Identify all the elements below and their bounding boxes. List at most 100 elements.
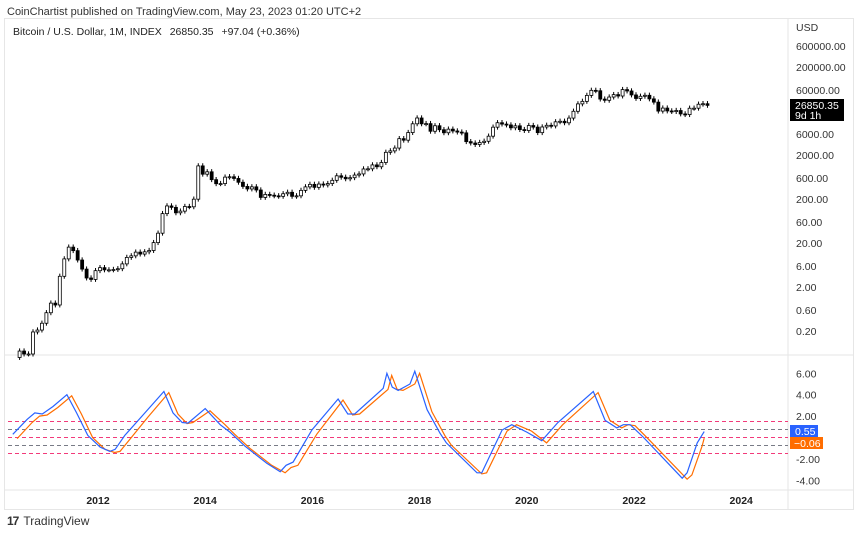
candle-body-up: [433, 125, 437, 132]
candle-body-up: [31, 331, 35, 355]
candle-body-down: [200, 165, 205, 175]
candle: [669, 108, 674, 115]
price-scale-label: 60.00: [796, 217, 822, 229]
last-price-badge: 26850.35 9d 1h: [790, 99, 844, 122]
blue-value-label: 0.55: [795, 426, 816, 438]
candle: [44, 310, 49, 326]
candle: [133, 249, 138, 259]
candle: [424, 120, 428, 127]
candle: [634, 92, 638, 101]
candle-body-down: [678, 110, 683, 115]
candle: [196, 163, 201, 202]
price-scale-label: 2000.00: [796, 150, 834, 162]
candle: [687, 105, 692, 118]
price-scale-label: 20.00: [796, 238, 822, 250]
candle-body-down: [651, 98, 656, 103]
candle: [343, 174, 348, 182]
candle: [455, 128, 460, 135]
candle: [576, 101, 580, 114]
candle: [308, 181, 312, 190]
candle-body-up: [696, 103, 701, 109]
price-scale-label: 0.60: [796, 305, 817, 317]
price-scale[interactable]: USD 600000.00 200000.00 60000.00 6000.00 200…: [796, 22, 846, 338]
tradingview-logo[interactable]: 17 TradingView: [7, 514, 89, 528]
time-axis[interactable]: 2012 2014 2016 2018 2020 2022 2024: [86, 495, 753, 507]
indicator-scale-label: -4.00: [796, 475, 820, 487]
candle: [401, 135, 406, 143]
candle-body-down: [53, 302, 58, 306]
candle-body-up: [571, 110, 576, 119]
time-axis-label: 2024: [730, 495, 754, 507]
candle-body-down: [464, 132, 469, 143]
candle: [98, 264, 102, 274]
tradingview-brand: TradingView: [23, 514, 90, 528]
candle-body-up: [147, 250, 152, 253]
candle: [53, 300, 58, 308]
candle-body-up: [495, 122, 500, 128]
candle-body-up: [111, 269, 116, 271]
candle: [258, 187, 263, 200]
candle: [129, 253, 134, 260]
candle-body-up: [370, 164, 375, 170]
candle-body-up: [107, 269, 111, 272]
candle-body-down: [647, 94, 652, 100]
candle-body-down: [254, 186, 259, 191]
candle: [93, 267, 98, 282]
candle-body-down: [169, 205, 174, 208]
candle-body-down: [522, 129, 527, 131]
candle: [625, 86, 629, 94]
indicator-scale[interactable]: 6.00 4.00 2.00 -2.00 -4.00: [796, 368, 820, 487]
candle: [531, 122, 536, 130]
candle: [584, 92, 589, 104]
candle-body-up: [218, 183, 223, 185]
candle: [174, 204, 178, 216]
candle: [558, 118, 562, 125]
candle: [178, 208, 183, 216]
candle-body-up: [205, 171, 210, 175]
candle: [182, 203, 187, 214]
candle: [540, 124, 545, 136]
candle-body-up: [35, 329, 40, 333]
candle: [191, 196, 196, 210]
candle-body-down: [245, 186, 250, 190]
candle: [218, 180, 223, 187]
indicator-scale-label: 2.00: [796, 411, 817, 423]
candle: [397, 135, 402, 151]
candle-body-up: [611, 94, 616, 98]
candle: [48, 300, 53, 316]
candle-body-up: [491, 126, 495, 137]
candle: [156, 230, 160, 246]
candle-body-up: [477, 142, 482, 145]
candle: [692, 105, 696, 111]
candle: [17, 348, 22, 360]
candle: [249, 184, 254, 192]
price-change: +97.04 (+0.36%): [221, 26, 300, 38]
candle-body-down: [549, 124, 554, 127]
candle: [339, 173, 344, 180]
candle: [294, 193, 299, 199]
last-price: 26850.35: [169, 26, 214, 38]
candle: [370, 162, 375, 172]
candle: [696, 101, 701, 111]
candle: [459, 129, 464, 136]
candle-body-up: [486, 135, 491, 142]
candle: [571, 108, 576, 121]
candle: [419, 115, 424, 127]
candle-body-up: [638, 95, 643, 99]
candle: [495, 120, 500, 130]
symbol-name[interactable]: Bitcoin / U.S. Dollar, 1M, INDEX: [13, 26, 162, 38]
candle: [442, 127, 446, 136]
candle: [357, 171, 361, 178]
candle-body-down: [442, 129, 446, 134]
candle-body-up: [249, 186, 254, 190]
candle-body-down: [343, 176, 348, 180]
candle-body-up: [285, 191, 290, 195]
oscillator-orange-line: [16, 371, 705, 481]
candle: [593, 87, 598, 94]
candle-body-up: [120, 263, 125, 270]
candle: [598, 88, 603, 102]
candle-body-down: [473, 142, 478, 145]
candle-body-down: [562, 120, 567, 124]
candle-body-down: [80, 259, 85, 270]
